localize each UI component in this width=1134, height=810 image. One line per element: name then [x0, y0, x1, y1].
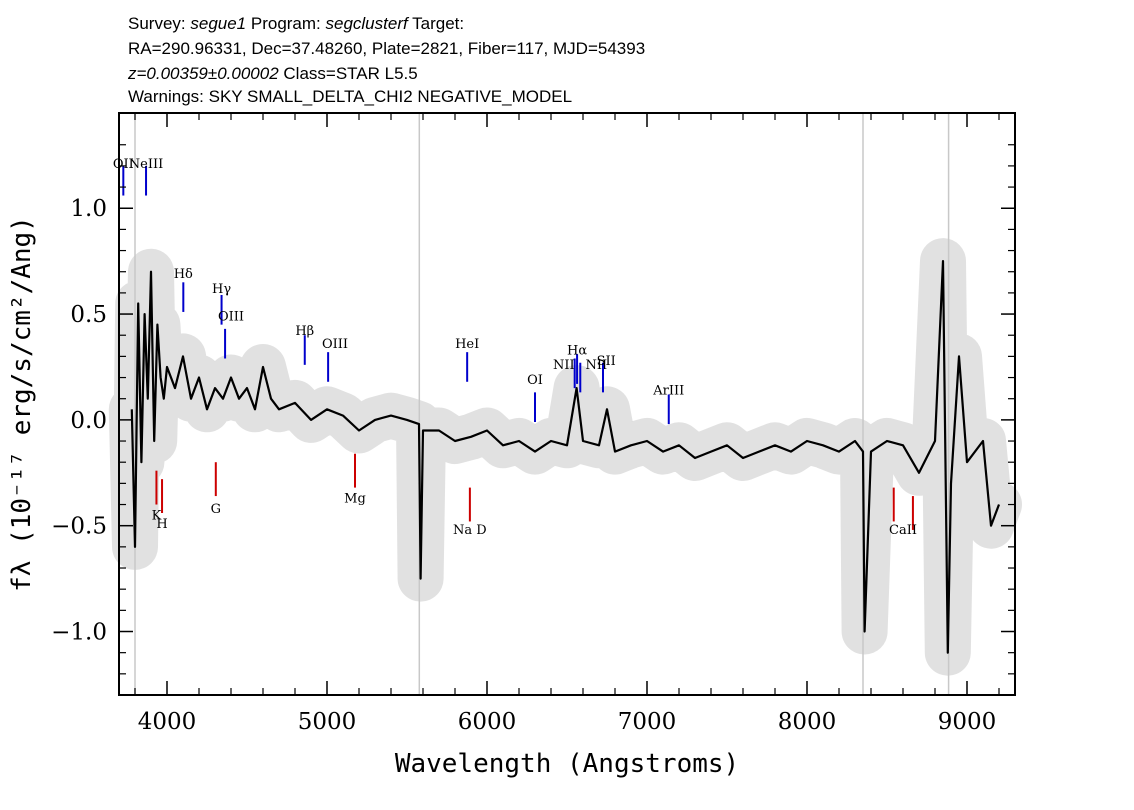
- emission-line-label: Hγ: [212, 282, 231, 297]
- emission-line-label: OI: [527, 373, 543, 388]
- spectrum-line: [130, 260, 1001, 654]
- absorption-line-label: H: [156, 517, 167, 532]
- emission-line-label: NeIII: [129, 157, 163, 172]
- spectrum-series: [130, 260, 1001, 654]
- program-label: Program:: [246, 14, 326, 33]
- program-value: segclusterf: [325, 14, 408, 33]
- error-band: [108, 238, 1022, 676]
- axes: 4000 5000 6000 7000 8000 9000 1.0 0.5 0.0 −0.5 −1.…: [7, 113, 1015, 779]
- absorption-line-label: K: [152, 508, 162, 523]
- y-tick-label: −1.0: [51, 620, 107, 646]
- y-tick-label: 0.5: [70, 302, 107, 328]
- header-line-4: Warnings: SKY SMALL_DELTA_CHI2 NEGATIVE_…: [128, 87, 573, 106]
- emission-line-label: OIII: [218, 309, 244, 324]
- emission-line-label: Hδ: [174, 267, 193, 282]
- x-axis-title: Wavelength (Angstroms): [395, 749, 739, 779]
- y-tick-label: 0.0: [70, 408, 107, 434]
- y-axis-title: fλ (10⁻¹⁷ erg/s/cm²/Ang): [7, 216, 37, 592]
- x-tick-label: 6000: [458, 709, 517, 735]
- absorption-line-label: Mg: [344, 491, 366, 506]
- x-tick-label: 8000: [778, 709, 837, 735]
- error-band-fill: [108, 238, 1022, 676]
- survey-value: segue1: [190, 14, 247, 33]
- x-tick-label: 4000: [138, 709, 197, 735]
- y-tick-label: −0.5: [51, 514, 107, 540]
- header-line-3: z=0.00359±0.00002 Class=STAR L5.5: [128, 64, 418, 84]
- emission-line-label: Hβ: [295, 324, 314, 339]
- y-tick-label: 1.0: [70, 196, 107, 222]
- emission-line-label: SII: [597, 354, 616, 369]
- emission-line-label: OIII: [322, 337, 348, 352]
- header-line-2: RA=290.96331, Dec=37.48260, Plate=2821, …: [128, 39, 646, 58]
- emission-line-label: NII: [553, 358, 575, 373]
- emission-line-label: ArIII: [652, 383, 684, 398]
- redshift-value: z=0.00359±0.00002: [128, 64, 279, 83]
- emission-line-label: Hα: [567, 343, 587, 358]
- plot-frame: [118, 112, 1016, 696]
- x-tick-label: 7000: [618, 709, 677, 735]
- absorption-line-label: G: [211, 502, 221, 517]
- target-label: Target:: [407, 14, 465, 33]
- absorption-line-label: Na D: [453, 523, 487, 538]
- emission-line-label: HeI: [455, 337, 479, 352]
- x-tick-label: 9000: [938, 709, 997, 735]
- emission-line-label: NII: [585, 358, 607, 373]
- class-value: Class=STAR L5.5: [278, 64, 418, 83]
- x-tick-label: 5000: [298, 709, 357, 735]
- survey-label: Survey:: [128, 14, 191, 33]
- header-line-1: Survey: segue1 Program: segclusterf Targ…: [128, 14, 464, 34]
- absorption-line-label: CaII: [889, 523, 917, 538]
